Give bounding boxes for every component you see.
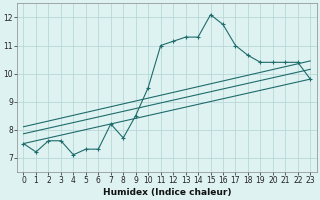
- X-axis label: Humidex (Indice chaleur): Humidex (Indice chaleur): [103, 188, 231, 197]
